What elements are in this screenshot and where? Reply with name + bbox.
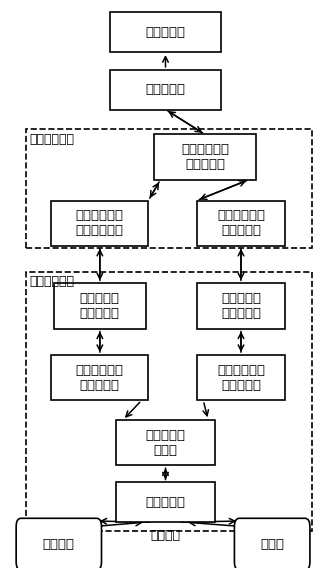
Text: 信息处理装置: 信息处理装置 (29, 133, 74, 145)
FancyBboxPatch shape (154, 135, 256, 179)
Bar (26, 130, 311, 248)
FancyBboxPatch shape (234, 518, 310, 568)
Text: 信息获取工装: 信息获取工装 (29, 275, 74, 288)
FancyBboxPatch shape (110, 12, 221, 52)
FancyBboxPatch shape (197, 283, 285, 328)
Bar (26, 272, 311, 531)
FancyBboxPatch shape (51, 201, 148, 246)
Text: 信号抄取和
归一化模块: 信号抄取和 归一化模块 (80, 292, 120, 320)
FancyBboxPatch shape (197, 355, 285, 400)
FancyBboxPatch shape (116, 482, 215, 522)
Text: 文件服务器: 文件服务器 (146, 26, 185, 39)
Text: 交互数据及时
序分析模块: 交互数据及时 序分析模块 (181, 143, 229, 171)
Text: 信号滤波和
归一化模块: 信号滤波和 归一化模块 (221, 292, 261, 320)
Text: 峰値检测和时
钟提取电路: 峰値检测和时 钟提取电路 (76, 364, 124, 391)
FancyBboxPatch shape (116, 420, 215, 465)
Text: 费控电表信号
解调解码模块: 费控电表信号 解调解码模块 (76, 209, 124, 237)
FancyBboxPatch shape (16, 518, 102, 568)
Text: 交互信号: 交互信号 (151, 529, 180, 542)
Text: 磁耦合线圈: 磁耦合线圈 (146, 496, 185, 509)
FancyBboxPatch shape (51, 355, 148, 400)
Text: 购电卡: 购电卡 (260, 538, 284, 551)
FancyBboxPatch shape (197, 201, 285, 246)
FancyBboxPatch shape (110, 70, 221, 110)
Text: 购电卡信号解
调解码模块: 购电卡信号解 调解码模块 (217, 209, 265, 237)
Text: 主控计算机: 主控计算机 (146, 83, 185, 96)
Text: 共模抑制和差
模放大电路: 共模抑制和差 模放大电路 (217, 364, 265, 391)
FancyBboxPatch shape (54, 283, 146, 328)
Text: 费控电表: 费控电表 (43, 538, 75, 551)
Text: 信号特征检
测电路: 信号特征检 测电路 (146, 429, 185, 457)
